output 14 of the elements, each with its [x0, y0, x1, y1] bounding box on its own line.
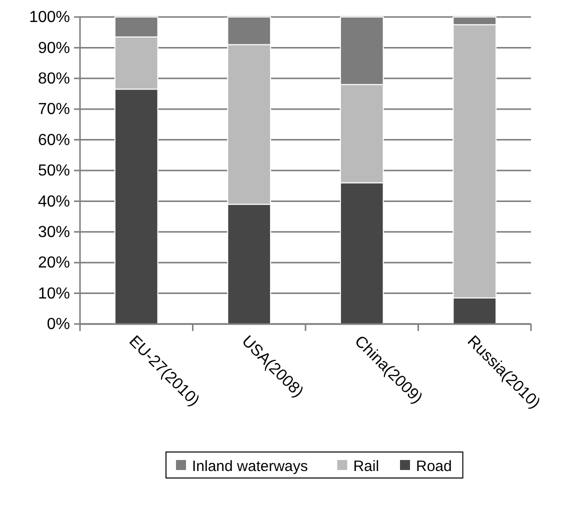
y-tick-label: 90% — [38, 40, 70, 57]
y-tick-label: 70% — [38, 101, 70, 118]
y-tick-label: 20% — [38, 254, 70, 272]
y-tick-label: 40% — [38, 193, 70, 210]
y-tick-label: 50% — [38, 162, 70, 180]
legend-label: Road — [416, 458, 452, 475]
y-tick-label: 30% — [38, 224, 70, 242]
y-tick-label: 0% — [46, 316, 70, 334]
y-tick-label: 100% — [29, 9, 70, 26]
legend-label: Rail — [353, 458, 380, 475]
y-tick-label: 60% — [38, 132, 70, 149]
y-tick-label: 10% — [38, 285, 70, 302]
legend-label: Inland waterways — [192, 458, 308, 475]
y-tick-label: 80% — [38, 70, 70, 88]
